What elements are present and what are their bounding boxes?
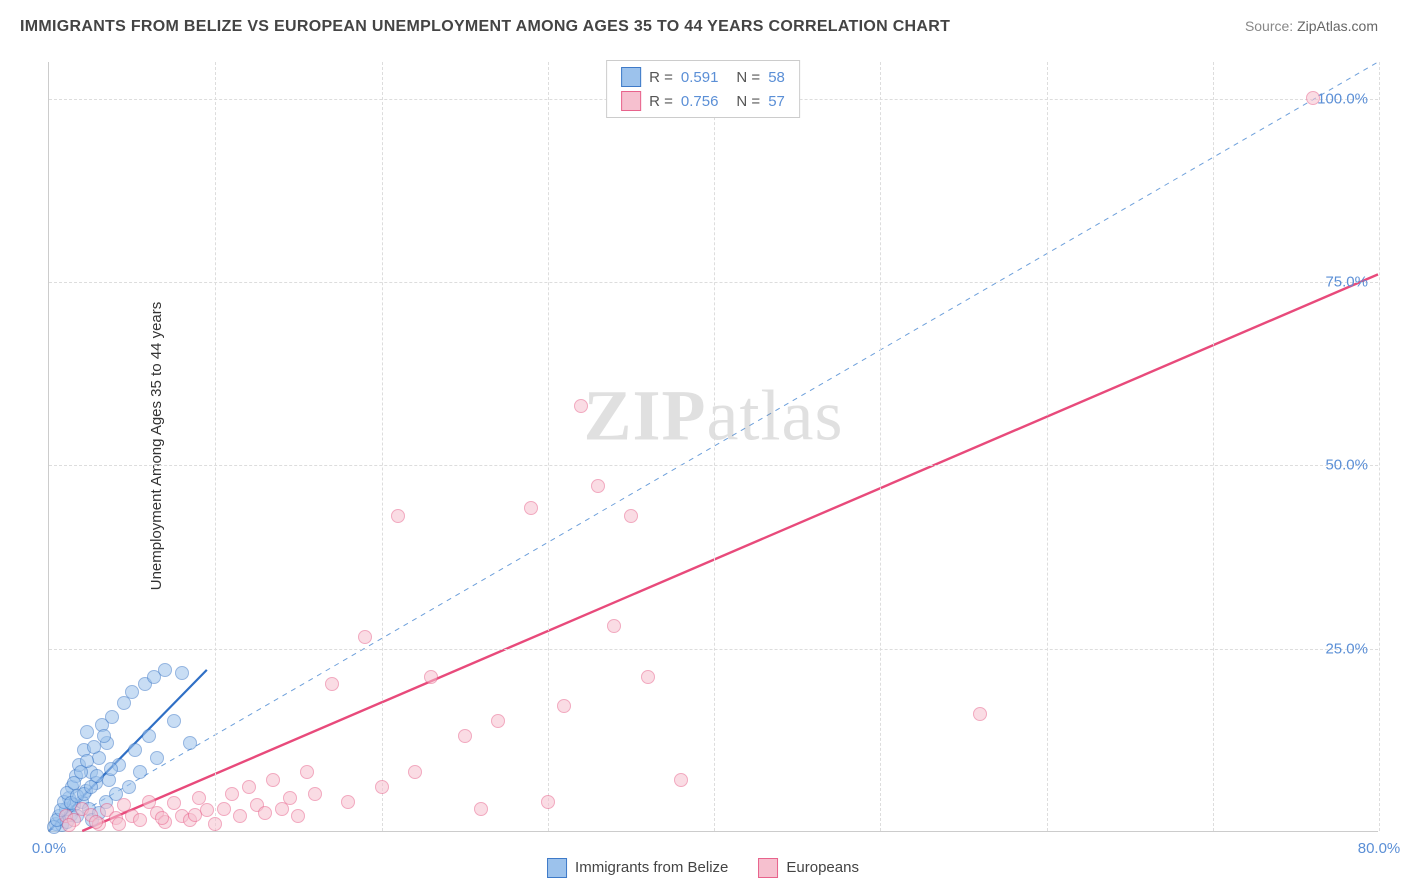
gridline-vertical — [382, 62, 383, 831]
scatter-point — [167, 714, 181, 728]
n-label: N = — [736, 93, 760, 110]
r-label: R = — [649, 69, 673, 86]
scatter-point — [97, 729, 111, 743]
scatter-point — [424, 670, 438, 684]
scatter-point — [266, 773, 280, 787]
scatter-point — [128, 743, 142, 757]
scatter-point — [341, 795, 355, 809]
scatter-point — [175, 666, 189, 680]
scatter-point — [183, 736, 197, 750]
y-tick-label: 25.0% — [1325, 640, 1368, 657]
correlation-legend-row: R = 0.756 N = 57 — [607, 89, 799, 113]
legend-swatch — [621, 67, 641, 87]
legend-swatch — [621, 91, 641, 111]
scatter-point — [641, 670, 655, 684]
scatter-point — [112, 817, 126, 831]
scatter-point — [80, 725, 94, 739]
scatter-point — [375, 780, 389, 794]
correlation-legend-row: R = 0.591 N = 58 — [607, 65, 799, 89]
r-label: R = — [649, 93, 673, 110]
scatter-point — [133, 765, 147, 779]
scatter-point — [674, 773, 688, 787]
scatter-point — [391, 509, 405, 523]
scatter-point — [233, 809, 247, 823]
scatter-point — [62, 818, 76, 832]
gridline-vertical — [1213, 62, 1214, 831]
chart-title: IMMIGRANTS FROM BELIZE VS EUROPEAN UNEMP… — [20, 18, 950, 36]
scatter-point — [491, 714, 505, 728]
source-value: ZipAtlas.com — [1297, 18, 1378, 34]
plot-area: ZIPatlas 25.0%50.0%75.0%100.0%0.0%80.0% — [48, 62, 1378, 832]
scatter-point — [541, 795, 555, 809]
scatter-point — [133, 813, 147, 827]
legend-label: Europeans — [786, 859, 859, 876]
scatter-point — [155, 811, 169, 825]
gridline-vertical — [1379, 62, 1380, 831]
legend-swatch — [547, 858, 567, 878]
n-label: N = — [736, 69, 760, 86]
scatter-point — [80, 754, 94, 768]
scatter-point — [358, 630, 372, 644]
legend-swatch — [758, 858, 778, 878]
r-value: 0.756 — [681, 93, 719, 110]
gridline-vertical — [714, 62, 715, 831]
legend-item: Immigrants from Belize — [547, 858, 728, 878]
r-value: 0.591 — [681, 69, 719, 86]
legend-item: Europeans — [758, 858, 859, 878]
scatter-point — [1306, 91, 1320, 105]
scatter-point — [208, 817, 222, 831]
gridline-vertical — [215, 62, 216, 831]
scatter-point — [325, 677, 339, 691]
scatter-point — [300, 765, 314, 779]
scatter-point — [574, 399, 588, 413]
scatter-point — [474, 802, 488, 816]
scatter-point — [188, 808, 202, 822]
scatter-point — [607, 619, 621, 633]
scatter-point — [142, 729, 156, 743]
scatter-point — [591, 479, 605, 493]
gridline-vertical — [880, 62, 881, 831]
scatter-point — [104, 762, 118, 776]
scatter-point — [408, 765, 422, 779]
scatter-point — [291, 809, 305, 823]
scatter-point — [557, 699, 571, 713]
x-tick-label: 80.0% — [1358, 840, 1401, 857]
scatter-point — [105, 710, 119, 724]
scatter-point — [225, 787, 239, 801]
series-legend: Immigrants from Belize Europeans — [547, 858, 859, 878]
scatter-point — [167, 796, 181, 810]
scatter-point — [125, 685, 139, 699]
scatter-point — [624, 509, 638, 523]
source-attribution: Source: ZipAtlas.com — [1245, 18, 1378, 34]
scatter-point — [122, 780, 136, 794]
n-value: 58 — [768, 69, 785, 86]
scatter-point — [524, 501, 538, 515]
scatter-point — [217, 802, 231, 816]
scatter-point — [258, 806, 272, 820]
y-tick-label: 100.0% — [1317, 90, 1368, 107]
scatter-point — [158, 663, 172, 677]
correlation-legend: R = 0.591 N = 58 R = 0.756 N = 57 — [606, 60, 800, 118]
scatter-point — [90, 769, 104, 783]
scatter-point — [283, 791, 297, 805]
trend-line — [82, 274, 1378, 831]
x-tick-label: 0.0% — [32, 840, 66, 857]
scatter-point — [458, 729, 472, 743]
gridline-vertical — [548, 62, 549, 831]
scatter-point — [973, 707, 987, 721]
scatter-point — [308, 787, 322, 801]
source-label: Source: — [1245, 18, 1293, 34]
scatter-point — [150, 751, 164, 765]
gridline-vertical — [1047, 62, 1048, 831]
y-tick-label: 75.0% — [1325, 274, 1368, 291]
scatter-point — [87, 740, 101, 754]
scatter-point — [192, 791, 206, 805]
n-value: 57 — [768, 93, 785, 110]
y-tick-label: 50.0% — [1325, 457, 1368, 474]
scatter-point — [89, 815, 103, 829]
scatter-point — [242, 780, 256, 794]
legend-label: Immigrants from Belize — [575, 859, 728, 876]
